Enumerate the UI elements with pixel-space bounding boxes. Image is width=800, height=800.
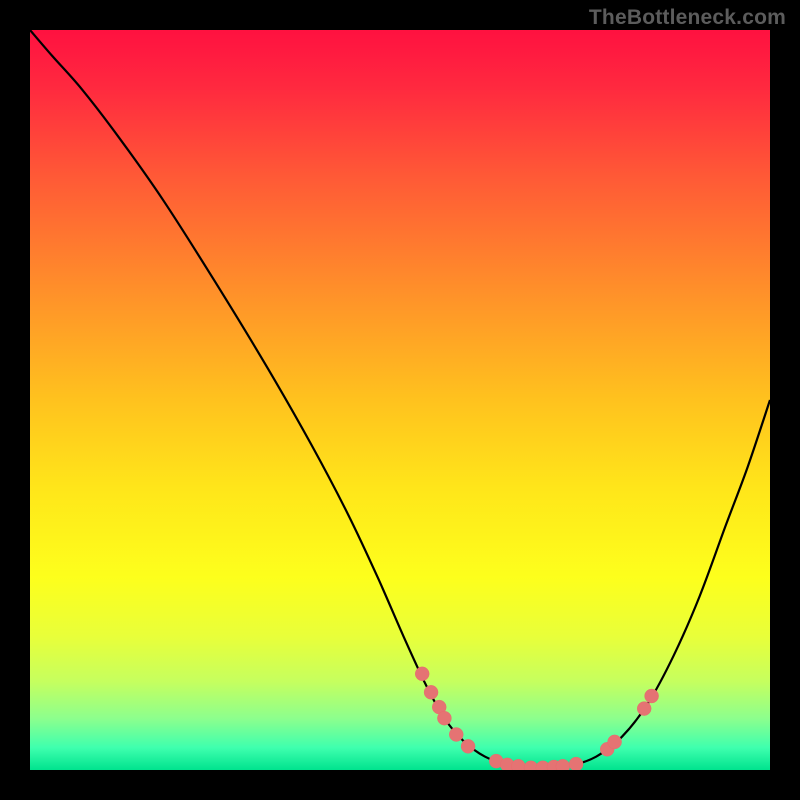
gradient-background [30,30,770,770]
data-marker [645,689,659,703]
data-marker [424,685,438,699]
chart-frame: TheBottleneck.com [0,0,800,800]
chart-svg [30,30,770,770]
data-marker [415,667,429,681]
watermark-text: TheBottleneck.com [589,6,786,30]
data-marker [437,711,451,725]
data-marker [461,739,475,753]
data-marker [637,702,651,716]
data-marker [608,735,622,749]
data-marker [569,757,583,770]
plot-area [30,30,770,770]
data-marker [449,727,463,741]
